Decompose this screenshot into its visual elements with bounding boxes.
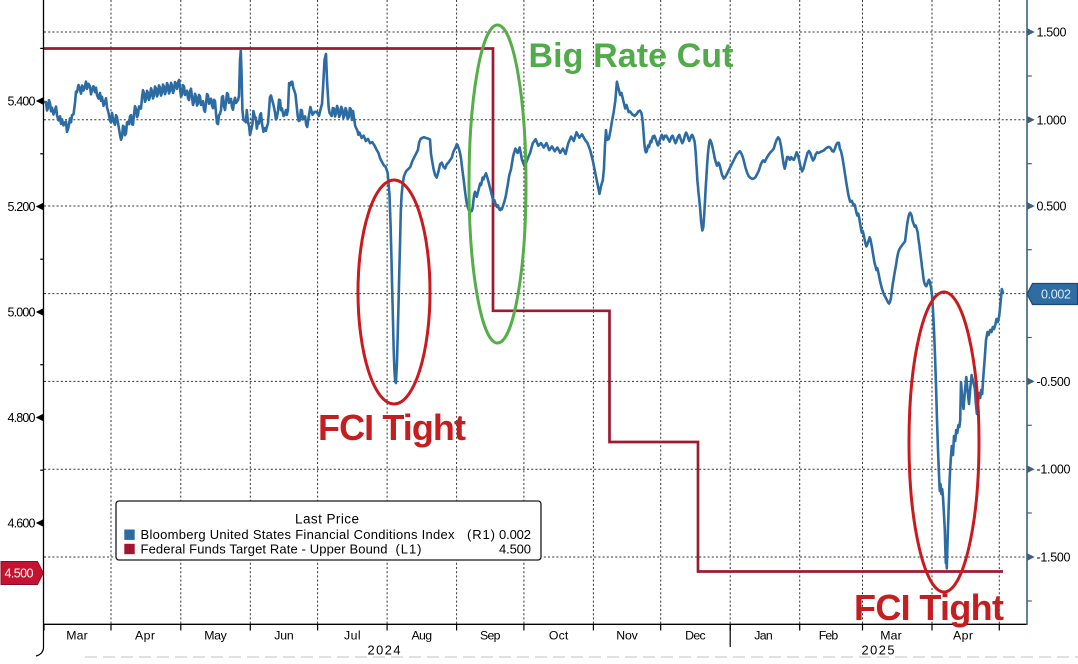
svg-text:Aug: Aug — [412, 629, 433, 643]
svg-text:Dec: Dec — [685, 629, 706, 643]
svg-text:FCI Tight: FCI Tight — [318, 407, 466, 448]
svg-text:4.800: 4.800 — [8, 411, 36, 425]
svg-text:Nov: Nov — [616, 629, 638, 643]
svg-text:Feb: Feb — [819, 629, 839, 643]
svg-text:2025: 2025 — [862, 643, 895, 658]
svg-text:Apr: Apr — [135, 629, 155, 643]
svg-text:-0.500: -0.500 — [1037, 375, 1071, 389]
svg-text:Bloomberg United States Financ: Bloomberg United States Financial Condit… — [141, 527, 456, 542]
svg-text:Sep: Sep — [480, 629, 501, 643]
svg-text:Mar: Mar — [880, 629, 902, 643]
svg-text:0.002: 0.002 — [499, 527, 531, 542]
svg-text:-1.500: -1.500 — [1037, 551, 1071, 565]
svg-text:4.500: 4.500 — [499, 541, 531, 556]
svg-text:0.500: 0.500 — [1037, 200, 1067, 214]
svg-text:(L1): (L1) — [396, 541, 422, 556]
svg-text:4.600: 4.600 — [8, 517, 36, 531]
svg-text:Jul: Jul — [344, 629, 361, 643]
svg-text:2024: 2024 — [368, 643, 401, 658]
svg-text:May: May — [204, 629, 227, 643]
svg-text:5.000: 5.000 — [8, 306, 36, 320]
svg-text:Jan: Jan — [754, 629, 773, 643]
svg-text:4.500: 4.500 — [5, 567, 34, 581]
svg-text:Last Price: Last Price — [295, 512, 359, 527]
svg-text:1.500: 1.500 — [1037, 26, 1067, 40]
svg-text:Apr: Apr — [953, 629, 973, 643]
svg-text:Federal Funds Target Rate - Up: Federal Funds Target Rate - Upper Bound — [141, 541, 388, 556]
svg-text:(R1): (R1) — [467, 527, 495, 542]
svg-text:5.400: 5.400 — [8, 95, 36, 109]
svg-text:5.200: 5.200 — [8, 200, 36, 214]
svg-text:1.000: 1.000 — [1037, 113, 1067, 127]
svg-text:FCI Tight: FCI Tight — [854, 587, 1004, 628]
svg-text:Jun: Jun — [274, 629, 294, 643]
svg-text:Big Rate Cut: Big Rate Cut — [529, 37, 734, 75]
svg-text:Oct: Oct — [549, 629, 569, 643]
svg-text:Mar: Mar — [66, 629, 88, 643]
svg-text:-1.000: -1.000 — [1037, 463, 1071, 477]
svg-text:0.002: 0.002 — [1041, 288, 1071, 302]
